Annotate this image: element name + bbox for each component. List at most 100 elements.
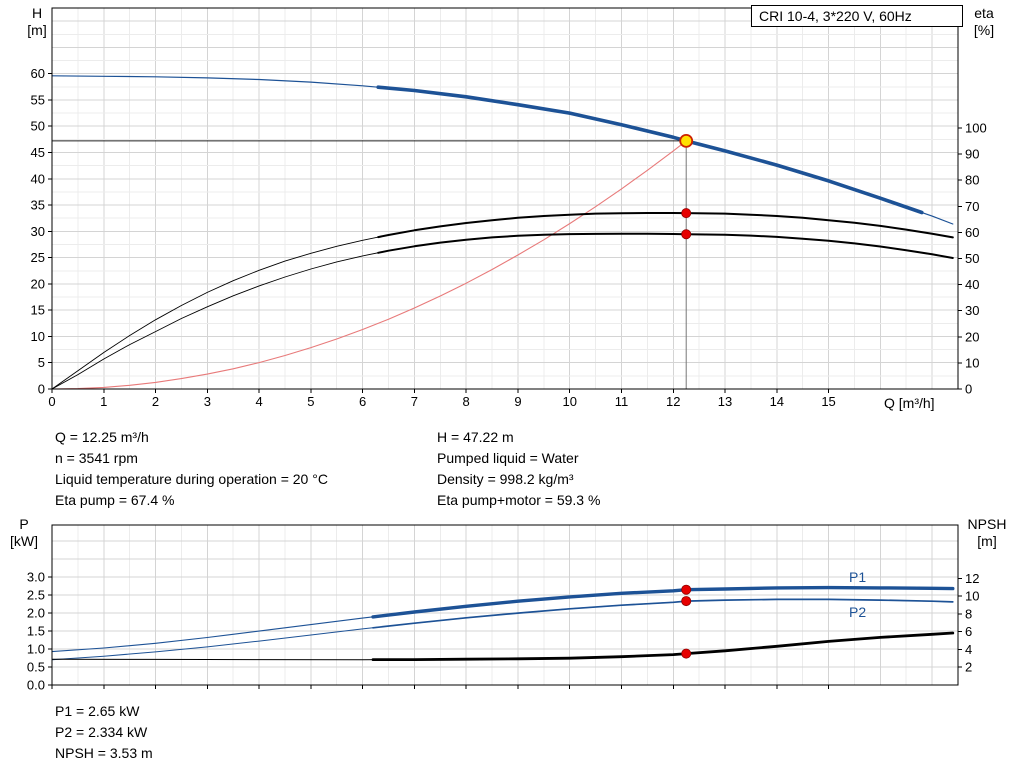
axis-tick-label: 30 (31, 224, 45, 239)
axis-tick-label: 4 (255, 394, 262, 409)
axis-tick-label: 35 (31, 198, 45, 213)
axis-tick-label: 10 (965, 355, 979, 370)
axis-tick-label: 80 (965, 173, 979, 188)
axis-tick-label: 90 (965, 147, 979, 162)
hq-eta-chart[interactable]: 0510152025303540455055600102030405060708… (0, 0, 1024, 420)
npsh-value-text: NPSH = 3.53 m (55, 745, 153, 761)
axis-tick-label: 0 (38, 382, 45, 397)
power-result-summary: P1 = 2.65 kW P2 = 2.334 kW NPSH = 3.53 m (55, 701, 153, 764)
axis-tick-label: 0.5 (27, 660, 45, 675)
eta-pump-motor-text: Eta pump+motor = 59.3 % (437, 492, 601, 508)
axis-tick-label: 50 (31, 119, 45, 134)
npsh-dot (681, 648, 692, 659)
eta-pump-motor-curve (51, 233, 954, 390)
duty-point-marker[interactable] (679, 133, 694, 148)
axis-tick-label: 0 (48, 394, 55, 409)
axis-tick-label: 13 (718, 394, 732, 409)
axis-tick-label: 6 (359, 394, 366, 409)
npsh-axis-unit: [m] (977, 533, 997, 549)
npsh-curve-thick (371, 631, 955, 662)
axis-tick-label: 60 (31, 66, 45, 81)
axis-tick-label: 5 (307, 394, 314, 409)
axis-tick-label: 14 (770, 394, 784, 409)
p2-curve-label: P2 (849, 604, 867, 620)
axis-tick-label: 1 (100, 394, 107, 409)
axis-tick-label: 40 (965, 277, 979, 292)
eta-pump-motor-curve-thick (377, 232, 954, 259)
h-axis-unit: [m] (27, 22, 47, 38)
axis-tick-label: 20 (965, 329, 979, 344)
eta-pump-text: Eta pump = 67.4 % (55, 492, 175, 508)
axis-tick-label: 15 (821, 394, 835, 409)
axis-tick-label: 1.0 (27, 642, 45, 657)
axis-tick-label: 2 (152, 394, 159, 409)
axis-tick-label: 30 (965, 303, 979, 318)
plot-border (51, 524, 959, 686)
axis-tick-label: 0 (965, 382, 972, 397)
pump-curve (51, 75, 954, 225)
axis-tick-label: 5 (38, 355, 45, 370)
system-curve (51, 140, 687, 390)
h-axis-title: H (31, 5, 43, 21)
axis-tick-label: 100 (965, 121, 987, 136)
axis-tick-label: 1.5 (27, 624, 45, 639)
p-axis-title: P (19, 516, 29, 532)
p2-value-text: P2 = 2.334 kW (55, 724, 148, 740)
axis-tick-label: 40 (31, 171, 45, 186)
axis-tick-label: 6 (965, 624, 972, 639)
p2-curve (51, 598, 954, 661)
axis-tick-label: 70 (965, 199, 979, 214)
power-npsh-chart[interactable]: 0.0 0.5 1.0 1.5 2.0 2.5 3.0 2 4 6 8 10 12 (0, 517, 1024, 699)
axis-tick-label: 11 (615, 394, 629, 409)
p2-dot (681, 596, 692, 607)
eta-pump-motor-dot (681, 229, 692, 240)
eta-axis-title: eta (974, 5, 994, 21)
axis-tick-label: 2 (965, 660, 972, 675)
h-value-text: H = 47.22 m (437, 429, 514, 445)
plot-border (51, 7, 959, 390)
axis-tick-label: 8 (965, 606, 972, 621)
p2-curve-thick (372, 598, 954, 629)
p1-curve-label: P1 (849, 569, 867, 585)
q-axis-title: Q [m³/h] (884, 395, 935, 411)
speed-value-text: n = 3541 rpm (55, 450, 138, 466)
eta-pump-curve-thick (377, 212, 954, 239)
npsh-curve (51, 632, 954, 661)
axis-tick-label: 3.0 (27, 570, 45, 585)
axis-tick-label: 15 (31, 303, 45, 318)
axis-tick-label: 60 (965, 225, 979, 240)
axis-tick-label: 2.5 (27, 588, 45, 603)
density-text: Density = 998.2 kg/m³ (437, 471, 574, 487)
axis-tick-label: 9 (514, 394, 521, 409)
axis-tick-label: 12 (666, 394, 680, 409)
axis-tick-label: 7 (411, 394, 418, 409)
operating-point-right-column: H = 47.22 m Pumped liquid = Water Densit… (437, 427, 600, 511)
eta-axis-unit: [%] (973, 22, 995, 38)
pump-curve-thick (376, 85, 924, 215)
axis-tick-label: 45 (31, 145, 45, 160)
npsh-axis-title: NPSH (967, 516, 1007, 532)
p1-curve-thick (371, 585, 955, 619)
axis-tick-label: 12 (965, 571, 979, 586)
pump-model-box: CRI 10-4, 3*220 V, 60Hz (751, 5, 963, 27)
axis-tick-label: 10 (965, 589, 979, 604)
axis-tick-label: 55 (31, 92, 45, 107)
axis-tick-label: 0.0 (27, 678, 45, 693)
q-value-text: Q = 12.25 m³/h (55, 429, 149, 445)
operating-point-left-column: Q = 12.25 m³/h n = 3541 rpm Liquid tempe… (55, 427, 437, 511)
axis-tick-label: 50 (965, 251, 979, 266)
pumped-liquid-text: Pumped liquid = Water (437, 450, 579, 466)
axis-tick-label: 25 (31, 250, 45, 265)
axis-tick-label: 4 (965, 642, 972, 657)
p-axis-unit: [kW] (10, 533, 38, 549)
axis-tick-label: 10 (562, 394, 576, 409)
axis-tick-label: 2.0 (27, 606, 45, 621)
operating-point-summary: Q = 12.25 m³/h n = 3541 rpm Liquid tempe… (55, 427, 600, 511)
axis-tick-label: 3 (204, 394, 211, 409)
liquid-temp-text: Liquid temperature during operation = 20… (55, 471, 328, 487)
axis-tick-label: 10 (31, 329, 45, 344)
p1-dot (681, 584, 692, 595)
axis-tick-label: 8 (463, 394, 470, 409)
eta-pump-dot (681, 208, 692, 219)
